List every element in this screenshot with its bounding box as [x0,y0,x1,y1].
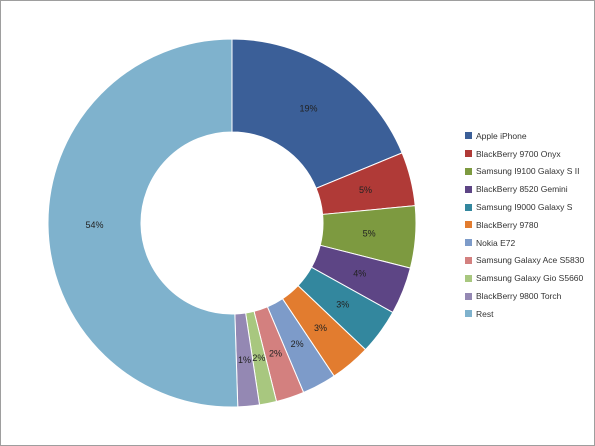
legend-label: BlackBerry 8520 Gemini [476,184,568,195]
legend-item-apple-iphone: Apple iPhone [465,127,590,145]
legend: Apple iPhone BlackBerry 9700 Onyx Samsung … [465,127,590,323]
legend-swatch [465,221,472,229]
legend-label: Rest [476,308,494,319]
legend-label: BlackBerry 9780 [476,219,539,230]
slice-label-blackberry-9700-onyx: 5% [359,185,372,195]
legend-swatch [465,150,472,158]
slice-label-samsung-galaxy-ace-s5830: 2% [269,348,282,358]
legend-item-samsung-galaxy-ace-s5830: Samsung Galaxy Ace S5830 [465,252,590,270]
legend-label: Samsung Galaxy Ace S5830 [476,255,585,266]
slice-label-apple-iphone: 19% [299,104,317,114]
legend-label: Samsung I9000 Galaxy S [476,202,573,213]
legend-swatch [465,292,472,300]
legend-item-samsung-galaxy-gio-s5660: Samsung Galaxy Gio S5660 [465,269,590,287]
slice-label-nokia-e72: 2% [291,339,304,349]
legend-item-blackberry-9780: BlackBerry 9780 [465,216,590,234]
legend-label: BlackBerry 9800 Torch [476,291,562,302]
legend-item-rest: Rest [465,305,590,323]
legend-label: Apple iPhone [476,130,527,141]
legend-item-samsung-i9100-galaxy-s-ii: Samsung I9100 Galaxy S II [465,163,590,181]
legend-swatch [465,185,472,193]
slice-label-blackberry-8520-gemini: 4% [353,269,366,279]
legend-label: BlackBerry 9700 Onyx [476,148,561,159]
slice-label-blackberry-9800-torch: 1% [238,355,251,365]
legend-label: Samsung I9100 Galaxy S II [476,166,580,177]
legend-item-samsung-i9000-galaxy-s: Samsung I9000 Galaxy S [465,198,590,216]
legend-item-blackberry-9800-torch: BlackBerry 9800 Torch [465,287,590,305]
legend-swatch [465,274,472,282]
legend-swatch [465,167,472,175]
legend-swatch [465,203,472,211]
legend-item-blackberry-9700-onyx: BlackBerry 9700 Onyx [465,145,590,163]
legend-swatch [465,239,472,247]
legend-label: Nokia E72 [476,237,516,248]
legend-swatch [465,310,472,318]
slice-label-samsung-galaxy-gio-s5660: 2% [252,353,265,363]
slice-label-blackberry-9780: 3% [314,323,327,333]
slice-apple-iphone [231,38,403,189]
slice-label-rest: 54% [86,220,104,230]
slice-rest [47,38,239,408]
slice-label-samsung-i9100-galaxy-s-ii: 5% [363,229,376,239]
legend-item-nokia-e72: Nokia E72 [465,234,590,252]
legend-label: Samsung Galaxy Gio S5660 [476,273,584,284]
slice-label-samsung-i9000-galaxy-s: 3% [336,299,349,309]
legend-swatch [465,132,472,140]
legend-item-blackberry-8520-gemini: BlackBerry 8520 Gemini [465,180,590,198]
legend-swatch [465,256,472,264]
